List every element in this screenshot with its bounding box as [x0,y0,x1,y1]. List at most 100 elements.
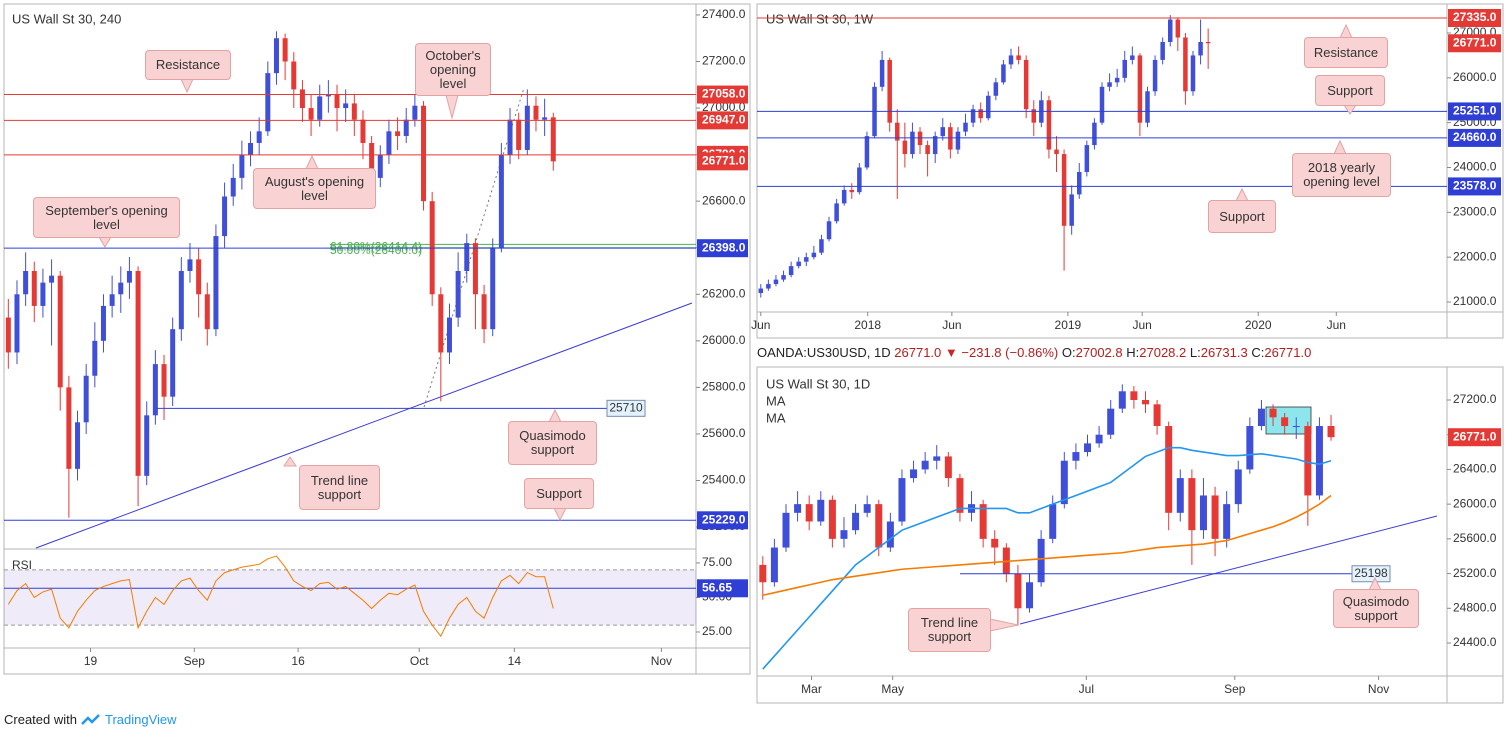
chart-title: US Wall St 30, 240 [12,11,121,26]
candle-body [1114,77,1120,83]
x-tick-label: Nov [651,654,672,668]
candle-body [1072,452,1080,461]
candle-body [1292,426,1300,428]
candle-body [1198,41,1203,56]
candle-body [978,109,983,119]
candle-body [898,478,906,522]
x-tick-label: 14 [508,654,522,668]
ohlc-value: 27002.8 [1075,345,1123,360]
candle-body [1199,495,1207,531]
candle-body [1069,194,1074,226]
candle-body [524,105,530,150]
candle-body [57,275,63,388]
candle-body [886,521,894,548]
candle-body [1211,495,1219,539]
last-price: 26771.0 [894,345,942,360]
candle-body [758,288,764,294]
x-tick-label: May [881,682,904,696]
candle-body [1257,408,1265,427]
candle-body [955,131,961,150]
candle-body [196,259,202,295]
x-tick-label: 2020 [1245,318,1272,332]
candle-body [944,456,952,479]
candle-body [782,512,790,548]
candle-body [1095,434,1103,444]
candle-body [963,122,968,132]
candle-body [1152,59,1158,92]
rsi-line [7,555,554,638]
candle-body [291,61,297,90]
candle-body [970,109,976,123]
candle-body [178,270,184,330]
candle-body [325,94,331,97]
price-label-box [1448,34,1501,53]
candle-body [213,236,219,330]
candle-body [993,82,999,96]
y-tick-label: 75.00 [702,555,732,569]
candle-body [144,415,150,476]
candle-body [343,103,349,109]
candle-body [100,305,106,341]
trend-line [35,302,693,549]
candle-body [438,294,444,353]
ohlc-value: 26731.3 [1200,345,1248,360]
candle-body [887,59,892,123]
candle-body [834,203,839,222]
candle-body [1190,55,1196,92]
candle-body [550,117,556,162]
x-tick-label: Jun [751,318,770,332]
candle-body [377,154,383,178]
candle-body [794,504,802,513]
candle-body [403,119,409,136]
rsi-title: RSI [12,558,32,572]
candle-body [1084,443,1092,453]
y-tick-label: 26000.0 [1453,70,1497,84]
candle-body [446,317,452,353]
price-label: 26771.0 [1453,35,1497,49]
candle-body [1223,504,1231,539]
candle-body [1054,149,1059,155]
moving-average [762,494,1332,597]
y-tick-label: 24800.0 [1453,600,1497,614]
candle-body [222,196,228,237]
brand[interactable]: TradingView [104,712,177,727]
candle-body [828,499,836,539]
candle-body [817,499,825,522]
candle-body [841,189,847,204]
y-tick-label: 25600.0 [1453,531,1497,545]
candle-body [239,154,245,178]
candle-body [956,478,964,513]
candle-body [1315,426,1323,496]
candle-body [1084,145,1090,172]
callout-pointer [553,507,567,522]
level-label-box [606,399,646,417]
y-tick-label: 24400.0 [1453,635,1497,649]
footer-text: Created with [4,712,77,727]
ohlc-label: O: [1061,345,1076,360]
candle-body [1037,538,1045,583]
candle-body [826,221,832,240]
candle-body [14,294,20,353]
callout-pointer [180,78,194,94]
candle-body [1049,504,1057,539]
candle-body [308,108,314,120]
y-tick-label: 25400.0 [702,473,746,487]
candle-body [910,131,915,155]
price-change: −231.8 (−0.86%) [961,345,1059,360]
rsi-label-box [697,579,748,598]
price-label: 27335.0 [1453,10,1497,24]
moving-average [762,446,1332,670]
candle-body [933,456,941,461]
candle-body [472,243,478,295]
candle-body [1008,55,1014,65]
candle-body [1099,86,1105,123]
y-tick-label: 24000.0 [1453,160,1497,174]
candle-body [395,131,401,136]
candle-body [811,252,817,258]
y-tick-label: 27400.0 [702,7,746,21]
candle-body [1014,573,1022,609]
callout: Trend line support [299,465,380,510]
candle-body [265,73,271,132]
